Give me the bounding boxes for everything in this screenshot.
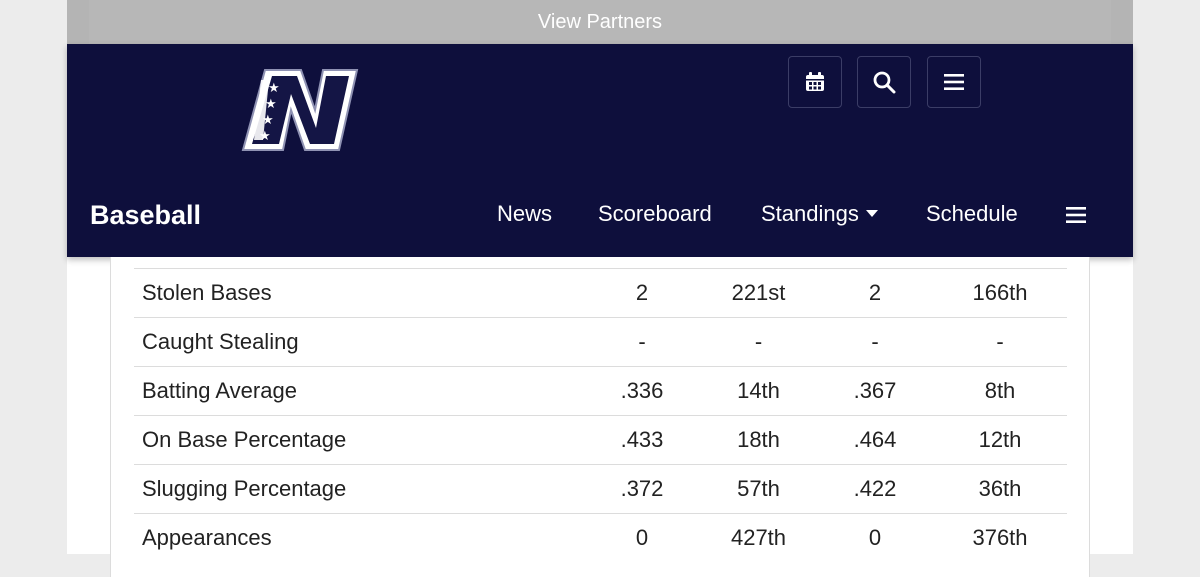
nav-standings[interactable]: Standings — [761, 201, 878, 227]
table-row: Caught Stealing - - - - — [134, 317, 1067, 367]
search-button[interactable] — [857, 56, 911, 108]
view-partners-link[interactable]: View Partners — [89, 0, 1111, 44]
stat-rank: 427th — [700, 513, 817, 562]
stat-rank: 221st — [700, 268, 817, 318]
stat-label: Slugging Percentage — [134, 464, 584, 514]
stat-rank: 12th — [933, 415, 1067, 465]
stat-rank: 166th — [933, 268, 1067, 318]
stat-value: - — [584, 317, 700, 367]
svg-text:★: ★ — [265, 97, 277, 112]
svg-text:★: ★ — [262, 113, 274, 128]
stat-value: .422 — [817, 464, 933, 514]
hamburger-icon[interactable] — [1065, 205, 1087, 225]
nav-scoreboard-label: Scoreboard — [598, 201, 712, 226]
stat-label: Batting Average — [134, 366, 584, 416]
nav-schedule-label: Schedule — [926, 201, 1018, 226]
calendar-icon — [806, 72, 824, 91]
stat-value: 0 — [817, 513, 933, 562]
stats-card: Stolen Bases 2 221st 2 166th Caught Stea… — [110, 257, 1090, 577]
stat-rank: 18th — [700, 415, 817, 465]
table-row: Batting Average .336 14th .367 8th — [134, 366, 1067, 416]
stat-rank: 376th — [933, 513, 1067, 562]
stat-rank: 57th — [700, 464, 817, 514]
stat-label: On Base Percentage — [134, 415, 584, 465]
stat-rank: - — [933, 317, 1067, 367]
site-header: ★ ★ ★ ★ Baseball New — [67, 44, 1133, 257]
search-icon — [873, 71, 896, 94]
menu-button[interactable] — [927, 56, 981, 108]
stat-value: 0 — [584, 513, 700, 562]
sport-title[interactable]: Baseball — [90, 200, 202, 230]
table-row: Appearances 0 427th 0 376th — [134, 513, 1067, 562]
table-row: On Base Percentage .433 18th .464 12th — [134, 415, 1067, 465]
stat-label: Stolen Bases — [134, 268, 584, 318]
calendar-button[interactable] — [788, 56, 842, 108]
table-row: Slugging Percentage .372 57th .422 36th — [134, 464, 1067, 514]
stat-value: - — [817, 317, 933, 367]
nav-news[interactable]: News — [497, 201, 552, 227]
nav-scoreboard[interactable]: Scoreboard — [598, 201, 712, 227]
stat-value: .433 — [584, 415, 700, 465]
stat-value: .367 — [817, 366, 933, 416]
table-row: Stolen Bases 2 221st 2 166th — [134, 268, 1067, 318]
stat-rank: 8th — [933, 366, 1067, 416]
nav-schedule[interactable]: Schedule — [926, 201, 1018, 227]
stat-rank: 36th — [933, 464, 1067, 514]
stat-rank: - — [700, 317, 817, 367]
stat-value: 2 — [817, 268, 933, 318]
nav-news-label: News — [497, 201, 553, 226]
stats-table: Stolen Bases 2 221st 2 166th Caught Stea… — [134, 268, 1067, 562]
svg-text:★: ★ — [268, 81, 280, 96]
stat-value: 2 — [584, 268, 700, 318]
stat-label: Appearances — [134, 513, 584, 562]
nav-standings-label: Standings — [761, 201, 859, 226]
stat-value: .372 — [584, 464, 700, 514]
stat-value: .464 — [817, 415, 933, 465]
partners-banner: View Partners — [67, 0, 1133, 44]
stat-label: Caught Stealing — [134, 317, 584, 367]
menu-icon — [944, 74, 964, 90]
svg-text:★: ★ — [259, 129, 271, 144]
stat-rank: 14th — [700, 366, 817, 416]
chevron-down-icon — [865, 209, 878, 217]
stat-value: .336 — [584, 366, 700, 416]
n-stars-logo[interactable]: ★ ★ ★ ★ — [239, 66, 359, 154]
